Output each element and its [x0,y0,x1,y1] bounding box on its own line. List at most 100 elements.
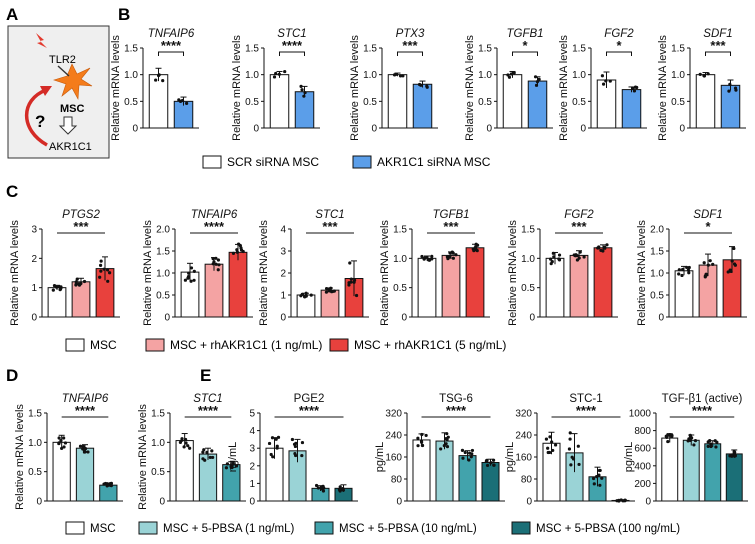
schematic-box [7,25,110,159]
bar [47,287,67,318]
data-point [314,483,319,488]
data-point [99,259,103,263]
y-axis-label: Relative mRNA levels [231,35,243,141]
data-point [77,282,81,286]
y-tick-label: 80 [521,475,533,486]
y-tick-label: 0 [486,124,492,135]
bar [593,247,613,318]
data-point [349,277,353,281]
data-point [709,444,713,449]
y-tick-label: 1.0 [28,438,42,449]
significance-label: *** [571,219,587,234]
data-point [299,294,303,298]
data-point [57,436,61,440]
down-arrow-icon [58,116,78,135]
data-point [178,99,183,103]
data-point [352,278,357,282]
y-tick-label: 4 [249,426,255,437]
legend-c: MSC MSC + rhAKR1C1 (1 ng/mL) MSC + rhAKR… [65,338,506,352]
data-point [688,434,693,439]
data-point [338,485,342,489]
data-point [105,268,110,272]
legend-c-swatch-2 [329,338,349,352]
data-point [270,436,275,440]
data-point [485,459,489,463]
legend-b: SCR siRNA MSC AKR1C1 siRNA MSC [202,155,491,169]
bar [320,289,340,318]
chart-c-6: 0 1 2 3 Relative mRNA levels PTGS2*** [9,209,120,326]
y-tick-label: 1.0 [156,269,170,280]
data-point [203,458,207,462]
legend-b-label-0: SCR siRNA MSC [227,155,319,169]
y-tick-label: 2.0 [156,225,170,236]
data-point [235,248,239,252]
bar [99,484,118,502]
y-axis-label: pg/mL [374,442,386,473]
y-axis-label: ng/mL [227,442,239,473]
data-point [420,254,424,259]
y-axis-label: Relative mRNA levels [110,35,122,141]
data-point [550,259,554,264]
data-point [706,440,710,444]
data-point [58,287,63,291]
data-point [201,450,205,454]
data-point [189,279,193,283]
y-tick-label: 1 [31,283,37,294]
legend-b-label-1: AKR1C1 siRNA MSC [377,155,491,169]
y-tick-label: 1 [249,479,255,490]
data-point [109,484,113,488]
data-point [633,85,638,89]
data-point [422,257,426,261]
data-point [713,439,717,443]
bar [527,80,548,129]
y-axis-label: Relative mRNA levels [142,220,154,326]
data-point [329,286,333,290]
data-point [192,278,196,282]
data-point [491,458,496,462]
data-point [534,83,539,87]
data-point [568,437,572,441]
y-tick-label: 0 [31,313,37,324]
legend-b-swatch-0 [202,155,222,169]
data-point [461,456,465,460]
data-point [425,255,429,259]
data-point [615,499,619,503]
data-point [202,448,206,452]
significance-label: * [616,38,622,53]
data-point [225,462,229,466]
data-point [214,262,218,266]
data-point [217,263,221,267]
y-tick-label: 1.5 [650,247,664,258]
y-tick-label: 3 [280,247,286,258]
schematic-msc-label: MSC [60,103,85,115]
data-point [420,432,424,437]
data-point [597,468,602,473]
bar [412,439,431,502]
y-tick-label: 0.5 [156,291,170,302]
bar [661,437,679,502]
bar [695,74,716,129]
data-point [698,72,702,77]
data-point [550,440,554,444]
data-point [439,447,443,451]
bar [52,441,71,502]
legend-d: MSC MSC + 5-PBSA (1 ng/mL) MSC + 5-PBSA … [65,521,680,535]
data-point [714,445,718,449]
data-point [347,283,351,287]
data-point [186,276,190,280]
y-tick-label: 0 [164,313,170,324]
y-tick-label: 1.0 [478,70,492,81]
y-tick-label: 0 [658,313,664,324]
significance-label: **** [282,38,303,53]
y-tick-label: 0.5 [124,97,138,108]
data-point [304,291,308,295]
data-point [729,269,733,273]
y-tick-label: 320 [385,409,402,420]
data-point [709,442,713,446]
